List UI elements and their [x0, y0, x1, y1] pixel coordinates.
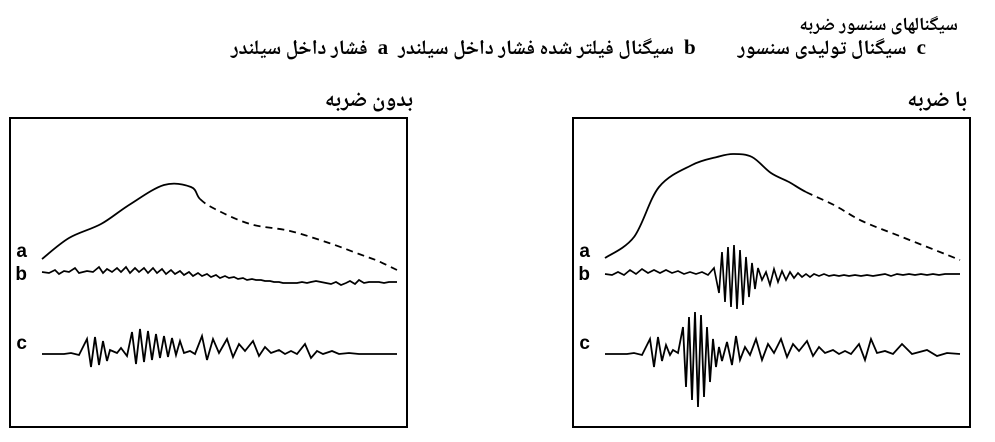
svg-text:b: b [15, 264, 27, 285]
svg-text:a: a [16, 241, 27, 262]
svg-text:a: a [579, 241, 590, 262]
svg-text:c: c [579, 333, 590, 354]
svg-text:b: b [578, 264, 590, 285]
svg-text:c: c [16, 333, 27, 354]
